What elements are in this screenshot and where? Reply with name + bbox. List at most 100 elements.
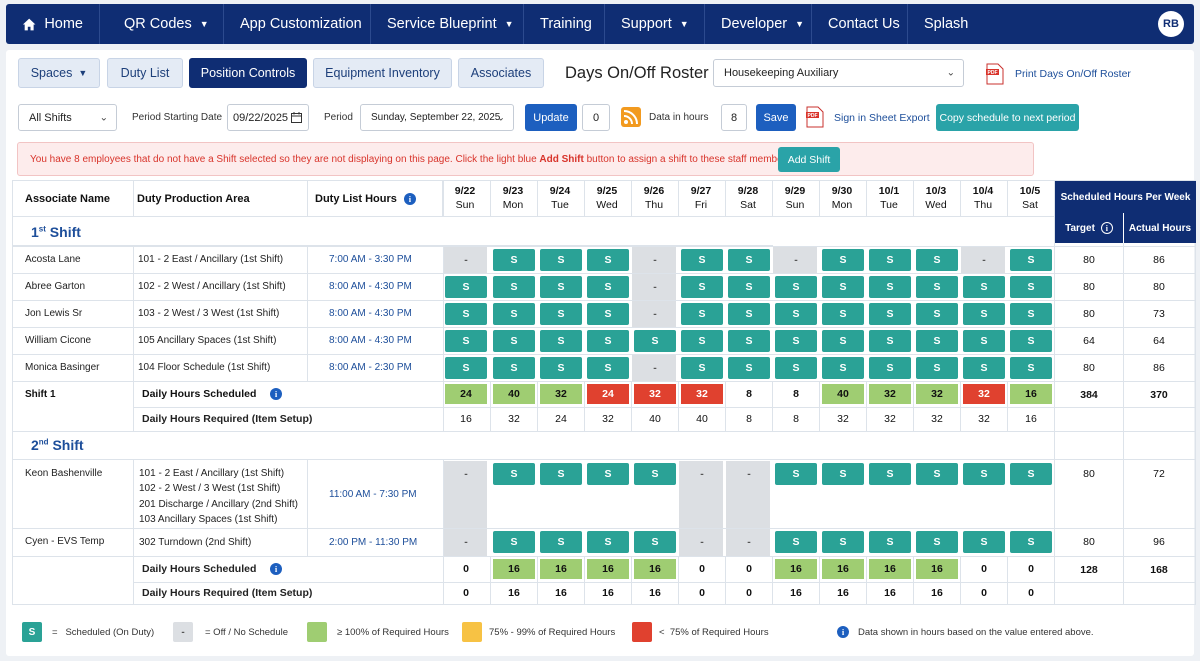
associate-name[interactable]: Monica Basinger [25, 362, 100, 373]
scheduled-cell[interactable]: S [681, 276, 723, 298]
scheduled-cell[interactable]: S [681, 249, 723, 271]
scheduled-cell[interactable]: S [634, 463, 676, 485]
scheduled-cell[interactable]: S [587, 249, 629, 271]
scheduled-cell[interactable]: S [540, 463, 582, 485]
scheduled-cell[interactable]: S [587, 531, 629, 553]
associate-name[interactable]: Jon Lewis Sr [25, 308, 83, 319]
scheduled-cell[interactable]: S [493, 330, 535, 352]
scheduled-cell[interactable]: S [587, 276, 629, 298]
scheduled-cell[interactable]: S [1010, 357, 1052, 379]
scheduled-cell[interactable]: S [493, 357, 535, 379]
scheduled-cell[interactable]: S [728, 303, 770, 325]
scheduled-cell[interactable]: S [963, 276, 1005, 298]
associate-name[interactable]: William Cicone [25, 335, 92, 346]
associate-name[interactable]: Cyen - EVS Temp [25, 535, 105, 547]
scheduled-cell[interactable]: S [822, 463, 864, 485]
scheduled-cell[interactable]: S [963, 303, 1005, 325]
tab-position-controls[interactable]: Position Controls [189, 58, 307, 88]
scheduled-cell[interactable]: S [869, 357, 911, 379]
scheduled-cell[interactable]: S [1010, 463, 1052, 485]
day-off-cell[interactable]: - [634, 249, 676, 271]
scheduled-cell[interactable]: S [869, 463, 911, 485]
scheduled-cell[interactable]: S [445, 303, 487, 325]
scheduled-cell[interactable]: S [869, 276, 911, 298]
scheduled-cell[interactable]: S [916, 330, 958, 352]
scheduled-cell[interactable]: S [775, 303, 817, 325]
scheduled-cell[interactable]: S [587, 303, 629, 325]
hours-input[interactable]: 8 [721, 104, 747, 131]
rss-icon[interactable] [621, 107, 641, 127]
info-icon[interactable]: i [270, 563, 282, 575]
period-start-input[interactable]: 09/22/2025 [227, 104, 309, 131]
scheduled-cell[interactable]: S [775, 357, 817, 379]
print-roster-link[interactable]: PDF Print Days On/Off Roster [986, 63, 1131, 85]
day-off-cell[interactable]: - [634, 303, 676, 325]
period-select[interactable]: Sunday, September 22, 2025 ⌄ [360, 104, 514, 131]
scheduled-cell[interactable]: S [822, 531, 864, 553]
scheduled-cell[interactable]: S [681, 330, 723, 352]
scheduled-cell[interactable]: S [963, 463, 1005, 485]
scheduled-cell[interactable]: S [681, 303, 723, 325]
tab-duty-list[interactable]: Duty List [107, 58, 183, 88]
user-avatar[interactable]: RB [1158, 11, 1184, 37]
day-off-cell[interactable]: - [728, 531, 770, 553]
scheduled-cell[interactable]: S [445, 357, 487, 379]
scheduled-cell[interactable]: S [540, 249, 582, 271]
scheduled-cell[interactable]: S [916, 249, 958, 271]
scheduled-cell[interactable]: S [540, 276, 582, 298]
scheduled-cell[interactable]: S [493, 276, 535, 298]
scheduled-cell[interactable]: S [445, 276, 487, 298]
associate-name[interactable]: Keon Bashenville [25, 467, 103, 479]
nav-app-customization[interactable]: App Customization [224, 4, 371, 44]
day-off-cell[interactable]: - [728, 463, 770, 485]
scheduled-cell[interactable]: S [869, 249, 911, 271]
tab-equipment-inventory[interactable]: Equipment Inventory [313, 58, 452, 88]
scheduled-cell[interactable]: S [634, 531, 676, 553]
scheduled-cell[interactable]: S [916, 276, 958, 298]
day-off-cell[interactable]: - [681, 463, 723, 485]
scheduled-cell[interactable]: S [493, 303, 535, 325]
scheduled-cell[interactable]: S [1010, 531, 1052, 553]
scheduled-cell[interactable]: S [540, 357, 582, 379]
scheduled-cell[interactable]: S [587, 357, 629, 379]
scheduled-cell[interactable]: S [916, 463, 958, 485]
scheduled-cell[interactable]: S [1010, 330, 1052, 352]
scheduled-cell[interactable]: S [822, 330, 864, 352]
scheduled-cell[interactable]: S [728, 357, 770, 379]
nav-support[interactable]: Support ▼ [605, 4, 705, 44]
nav-home[interactable]: Home [6, 4, 100, 44]
day-off-cell[interactable]: - [963, 249, 1005, 271]
scheduled-cell[interactable]: S [1010, 303, 1052, 325]
scheduled-cell[interactable]: S [681, 357, 723, 379]
scheduled-cell[interactable]: S [634, 330, 676, 352]
tab-associates[interactable]: Associates [458, 58, 544, 88]
scheduled-cell[interactable]: S [728, 276, 770, 298]
nav-splash[interactable]: Splash [908, 4, 988, 44]
scheduled-cell[interactable]: S [493, 463, 535, 485]
scheduled-cell[interactable]: S [540, 531, 582, 553]
scheduled-cell[interactable]: S [775, 330, 817, 352]
scheduled-cell[interactable]: S [822, 249, 864, 271]
nav-contact-us[interactable]: Contact Us [812, 4, 908, 44]
add-shift-button[interactable]: Add Shift [778, 147, 840, 172]
info-icon[interactable]: i [403, 193, 416, 205]
associate-name[interactable]: Acosta Lane [25, 254, 81, 265]
scheduled-cell[interactable]: S [775, 463, 817, 485]
scheduled-cell[interactable]: S [822, 276, 864, 298]
day-off-cell[interactable]: - [445, 249, 487, 271]
day-off-cell[interactable]: - [445, 531, 487, 553]
scheduled-cell[interactable]: S [540, 303, 582, 325]
scheduled-cell[interactable]: S [587, 330, 629, 352]
copy-schedule-button[interactable]: Copy schedule to next period [936, 104, 1079, 131]
update-button[interactable]: Update [525, 104, 577, 131]
scheduled-cell[interactable]: S [493, 249, 535, 271]
scheduled-cell[interactable]: S [916, 357, 958, 379]
day-off-cell[interactable]: - [634, 276, 676, 298]
day-off-cell[interactable]: - [681, 531, 723, 553]
associate-name[interactable]: Abree Garton [25, 281, 86, 292]
info-icon[interactable]: i [1100, 222, 1113, 234]
scheduled-cell[interactable]: S [540, 330, 582, 352]
nav-service-blueprint[interactable]: Service Blueprint ▼ [371, 4, 524, 44]
save-button[interactable]: Save [756, 104, 796, 131]
scheduled-cell[interactable]: S [728, 249, 770, 271]
